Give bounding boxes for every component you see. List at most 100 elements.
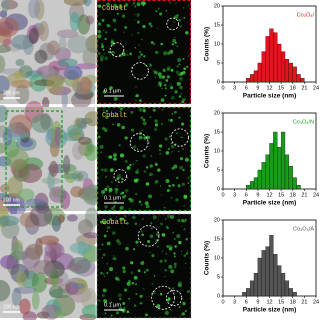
cobalt-speck — [138, 200, 142, 203]
tem-particle — [83, 232, 100, 239]
cobalt-speck — [135, 178, 140, 182]
cobalt-speck — [184, 218, 187, 221]
tem-particle — [27, 0, 41, 19]
cobalt-speck — [178, 18, 181, 22]
tem-particle — [69, 242, 93, 254]
cobalt-speck — [160, 194, 163, 196]
cobalt-speck — [159, 83, 162, 86]
histogram-bar — [292, 292, 297, 297]
cobalt-speck — [132, 2, 136, 5]
tem-particle — [0, 55, 6, 74]
cobalt-speck — [170, 142, 173, 145]
tem-particle — [56, 29, 79, 39]
cobalt-speck — [135, 86, 137, 88]
cobalt-speck — [182, 57, 185, 60]
histogram-bar — [277, 43, 282, 83]
cobalt-speck — [102, 253, 106, 257]
cobalt-speck — [173, 164, 178, 169]
cobalt-speck — [151, 283, 153, 285]
cobalt-speck — [110, 301, 113, 304]
cobalt-speck — [112, 257, 114, 260]
cobalt-speck — [106, 2, 110, 7]
tem-particle — [38, 21, 49, 42]
cobalt-speck — [110, 181, 113, 184]
cobalt-speck — [185, 237, 189, 241]
cobalt-speck — [176, 65, 179, 68]
cobalt-speck — [178, 150, 180, 153]
cobalt-ring — [166, 289, 183, 307]
tem-particle — [7, 128, 26, 138]
cobalt-speck — [176, 132, 178, 134]
cobalt-speck — [173, 265, 177, 269]
cobalt-speck — [108, 190, 111, 194]
cobalt-speck — [129, 163, 132, 167]
cobalt-speck — [124, 3, 129, 7]
cobalt-speck — [185, 31, 189, 35]
cobalt-speck — [105, 112, 108, 115]
cobalt-speck — [143, 170, 147, 173]
cobalt-speck — [176, 45, 179, 48]
cobalt-speck — [170, 269, 175, 274]
cobalt-speck — [100, 151, 103, 154]
cobalt-speck — [183, 254, 186, 257]
cobalt-speck — [114, 276, 119, 281]
cobalt-speck — [141, 295, 143, 297]
cobalt-speck — [106, 23, 110, 28]
histogram-bar — [246, 185, 251, 190]
cobalt-speck — [104, 37, 107, 41]
cobalt-speck — [97, 52, 101, 55]
cobalt-speck — [149, 234, 154, 239]
histogram-bar — [257, 257, 262, 297]
cobalt-speck — [119, 107, 123, 111]
cobalt-speck — [168, 264, 173, 269]
cobalt-speck — [108, 155, 112, 159]
cobalt-speck — [146, 135, 150, 140]
cobalt-speck — [179, 136, 182, 138]
cobalt-speck — [182, 169, 185, 172]
cobalt-speck — [142, 109, 146, 113]
cobalt-speck — [158, 82, 160, 84]
cobalt-speck — [149, 251, 152, 254]
cobalt-speck — [183, 205, 185, 207]
cobalt-speck — [107, 50, 111, 54]
cobalt-speck — [101, 43, 103, 45]
cobalt-speck — [184, 310, 187, 313]
cobalt-speck — [109, 168, 114, 173]
cobalt-speck — [167, 51, 170, 55]
cobalt-speck — [126, 53, 129, 56]
cobalt-border — [96, 0, 192, 105]
cobalt-speck — [113, 157, 117, 161]
cobalt-speck — [136, 168, 139, 171]
x-tick-label: 6 — [245, 85, 248, 91]
histogram-bar — [253, 70, 259, 83]
cobalt-speck — [170, 83, 172, 85]
cobalt-speck — [121, 191, 124, 195]
cobalt-speck — [140, 230, 144, 233]
cobalt-speck — [101, 189, 106, 194]
tem-particle — [34, 49, 48, 64]
cobalt-speck — [148, 22, 152, 26]
tem-particle — [1, 0, 10, 13]
cobalt-speck — [133, 248, 136, 251]
cobalt-speck — [134, 19, 136, 21]
cobalt-speck — [115, 216, 118, 218]
cobalt-speck — [132, 4, 134, 6]
cobalt-speck — [165, 178, 170, 183]
histogram-bar — [246, 78, 251, 83]
cobalt-speck — [110, 86, 113, 89]
cobalt-speck — [114, 191, 118, 195]
cobalt-speck — [166, 227, 169, 229]
cobalt-speck — [138, 108, 143, 112]
cobalt-speck — [121, 125, 125, 130]
cobalt-speck — [169, 49, 174, 54]
cobalt-speck — [175, 70, 180, 74]
tem-particle — [31, 113, 54, 133]
cobalt-speck — [180, 93, 182, 95]
cobalt-speck — [141, 1, 146, 6]
histogram-bar — [265, 36, 270, 83]
cobalt-speck — [104, 175, 108, 178]
tem-particle — [5, 149, 30, 170]
cobalt-speck — [161, 75, 166, 79]
cobalt-speck — [122, 302, 126, 305]
cobalt-speck — [152, 174, 154, 176]
